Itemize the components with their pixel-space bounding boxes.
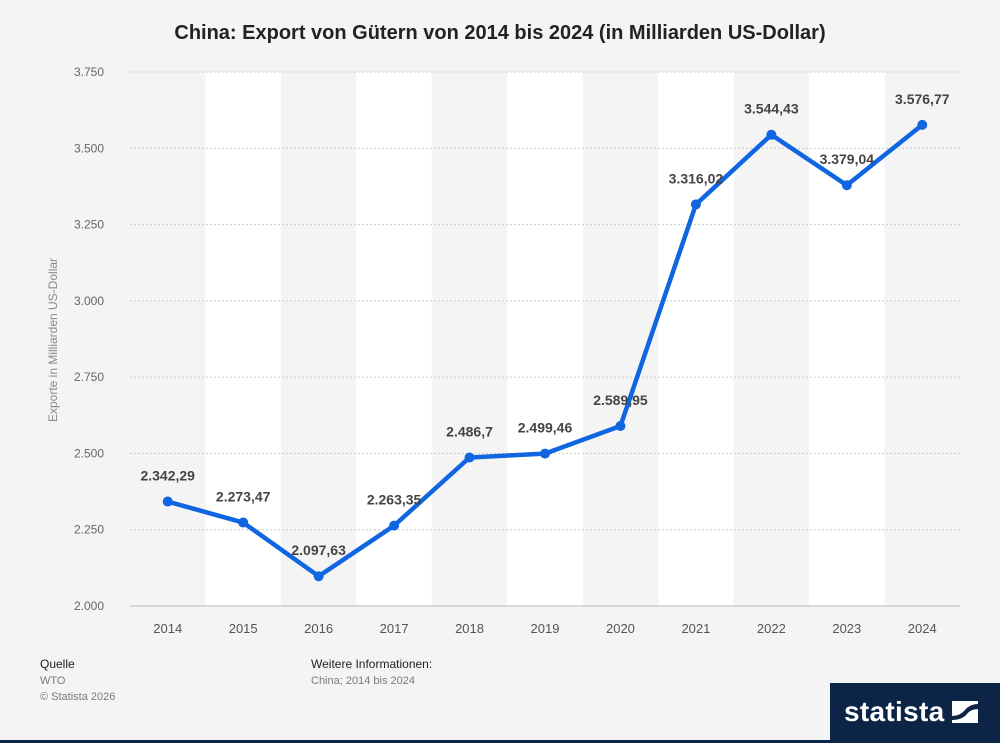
info-heading: Weitere Informationen: bbox=[311, 657, 433, 671]
band-2021 bbox=[658, 72, 734, 606]
data-label-2019: 2.499,46 bbox=[518, 420, 573, 436]
data-label-2022: 3.544,43 bbox=[744, 101, 799, 117]
x-tick-label: 2021 bbox=[681, 621, 710, 636]
data-label-2018: 2.486,7 bbox=[446, 423, 493, 439]
x-tick-label: 2019 bbox=[531, 621, 560, 636]
copyright: © Statista 2026 bbox=[40, 691, 116, 703]
x-axis-ticks: 2014 2015 2016 2017 2018 2019 2020 2021 2022 2023… bbox=[153, 621, 936, 636]
x-tick-label: 2015 bbox=[229, 621, 258, 636]
x-tick-label: 2014 bbox=[153, 621, 182, 636]
data-point-2016 bbox=[313, 571, 324, 582]
data-point-2024 bbox=[917, 119, 928, 130]
brand-wordmark: statista bbox=[844, 695, 945, 727]
y-axis-ticks: 2.000 2.250 2.500 2.750 3.000 3.250 3.500 3.750 bbox=[74, 65, 104, 613]
data-point-2019 bbox=[540, 448, 550, 459]
statista-logo-icon bbox=[952, 700, 979, 723]
data-labels: 2.342,29 2.273,47 2.097,63 2.263,35 2.486,7 2… bbox=[140, 91, 949, 558]
data-point-2014 bbox=[162, 496, 173, 507]
data-point-2018 bbox=[464, 452, 475, 463]
data-points bbox=[162, 119, 928, 582]
info-value: China; 2014 bis 2024 bbox=[311, 675, 415, 687]
y-axis-label: Exporte in Milliarden US-Dollar bbox=[46, 258, 60, 422]
data-label-2021: 3.316,02 bbox=[669, 170, 724, 186]
x-tick-label: 2024 bbox=[908, 621, 937, 636]
band-2023 bbox=[809, 72, 885, 606]
x-tick-label: 2018 bbox=[455, 621, 484, 636]
x-tick-label: 2023 bbox=[832, 621, 861, 636]
x-tick-label: 2017 bbox=[380, 621, 409, 636]
x-tick-label: 2020 bbox=[606, 621, 635, 636]
data-point-2023 bbox=[841, 180, 852, 191]
band-2019 bbox=[507, 72, 583, 606]
data-point-2020 bbox=[615, 420, 626, 431]
data-point-2022 bbox=[766, 129, 777, 140]
y-tick-label: 3.250 bbox=[74, 218, 104, 232]
y-tick-label: 2.750 bbox=[74, 370, 104, 384]
band-2017 bbox=[356, 72, 432, 606]
data-label-2014: 2.342,29 bbox=[140, 468, 195, 484]
data-label-2024: 3.576,77 bbox=[895, 91, 950, 107]
source-heading: Quelle bbox=[40, 657, 75, 671]
bottom-rule bbox=[0, 740, 1000, 743]
y-tick-label: 3.000 bbox=[74, 294, 104, 308]
data-label-2020: 2.589,95 bbox=[593, 392, 648, 408]
statista-logo[interactable]: statista bbox=[830, 683, 1000, 740]
x-tick-label: 2016 bbox=[304, 621, 333, 636]
y-tick-label: 2.000 bbox=[74, 599, 104, 613]
data-label-2015: 2.273,47 bbox=[216, 489, 271, 505]
y-tick-label: 3.750 bbox=[74, 65, 104, 79]
y-tick-label: 2.250 bbox=[74, 523, 104, 537]
chart-title: China: Export von Gütern von 2014 bis 20… bbox=[174, 22, 826, 44]
alternating-bands bbox=[205, 72, 885, 606]
x-tick-label: 2022 bbox=[757, 621, 786, 636]
y-tick-label: 2.500 bbox=[74, 446, 104, 460]
gridlines bbox=[130, 71, 960, 607]
data-point-2017 bbox=[389, 520, 400, 531]
y-tick-label: 3.500 bbox=[74, 141, 104, 155]
data-point-2021 bbox=[690, 199, 701, 210]
data-point-2015 bbox=[238, 517, 249, 528]
source-value: WTO bbox=[40, 675, 66, 687]
data-label-2023: 3.379,04 bbox=[820, 151, 875, 167]
data-label-2016: 2.097,63 bbox=[291, 542, 346, 558]
data-label-2017: 2.263,35 bbox=[367, 492, 422, 508]
